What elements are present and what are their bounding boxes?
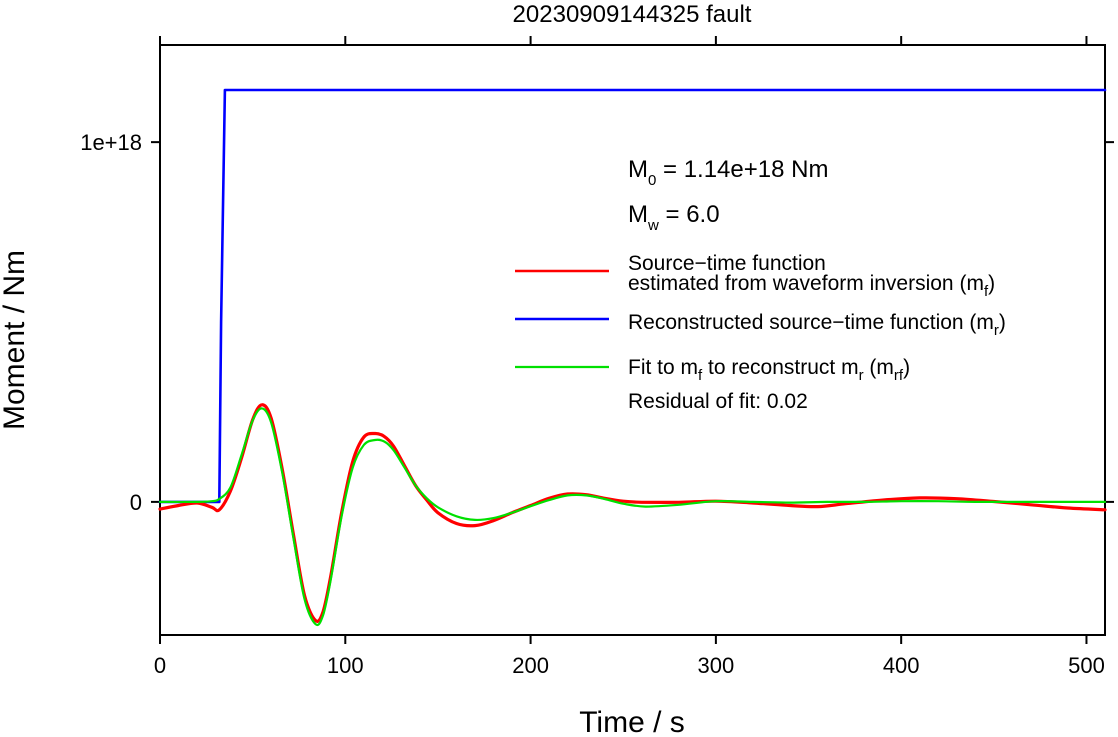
plot-frame (159, 44, 1106, 636)
x-tick-label: 400 (883, 653, 920, 678)
chart-title: 20230909144325 fault (513, 1, 752, 28)
legend-label: Fit to mf to reconstruct mr (mrf) (628, 356, 910, 384)
axis-tick-labels: 0 100 200 300 400 500 0 1e+18 (80, 130, 1105, 678)
y-tick-label: 1e+18 (80, 130, 142, 155)
x-tick-label: 300 (698, 653, 735, 678)
legend-label: Reconstructed source−time function (mr) (628, 311, 1006, 339)
series-fit-line (158, 407, 1107, 627)
y-axis-title: Moment / Nm (0, 250, 31, 430)
x-tick-label: 500 (1068, 653, 1105, 678)
legend-entry: Reconstructed source−time function (mr) (515, 311, 1006, 339)
seismic-moment-label: M0 = 1.14e+18 Nm (628, 156, 828, 189)
x-tick-label: 100 (327, 653, 364, 678)
moment-magnitude-label: Mw = 6.0 (628, 201, 720, 234)
x-tick-label: 0 (154, 653, 166, 678)
y-tick-label: 0 (130, 490, 142, 515)
x-axis-title: Time / s (579, 706, 685, 737)
legend-entry: Fit to mf to reconstruct mr (mrf) (515, 356, 910, 384)
series-layer (158, 88, 1107, 627)
legend-label: Source−time function (628, 252, 826, 275)
legend-label: estimated from waveform inversion (mf) (628, 272, 995, 300)
series-reconstructed-line (158, 88, 1107, 504)
x-tick-label: 200 (512, 653, 549, 678)
series-waveform-inversion-line (158, 403, 1107, 623)
residual-label: Residual of fit: 0.02 (628, 390, 808, 413)
axis-ticks (151, 36, 1114, 644)
